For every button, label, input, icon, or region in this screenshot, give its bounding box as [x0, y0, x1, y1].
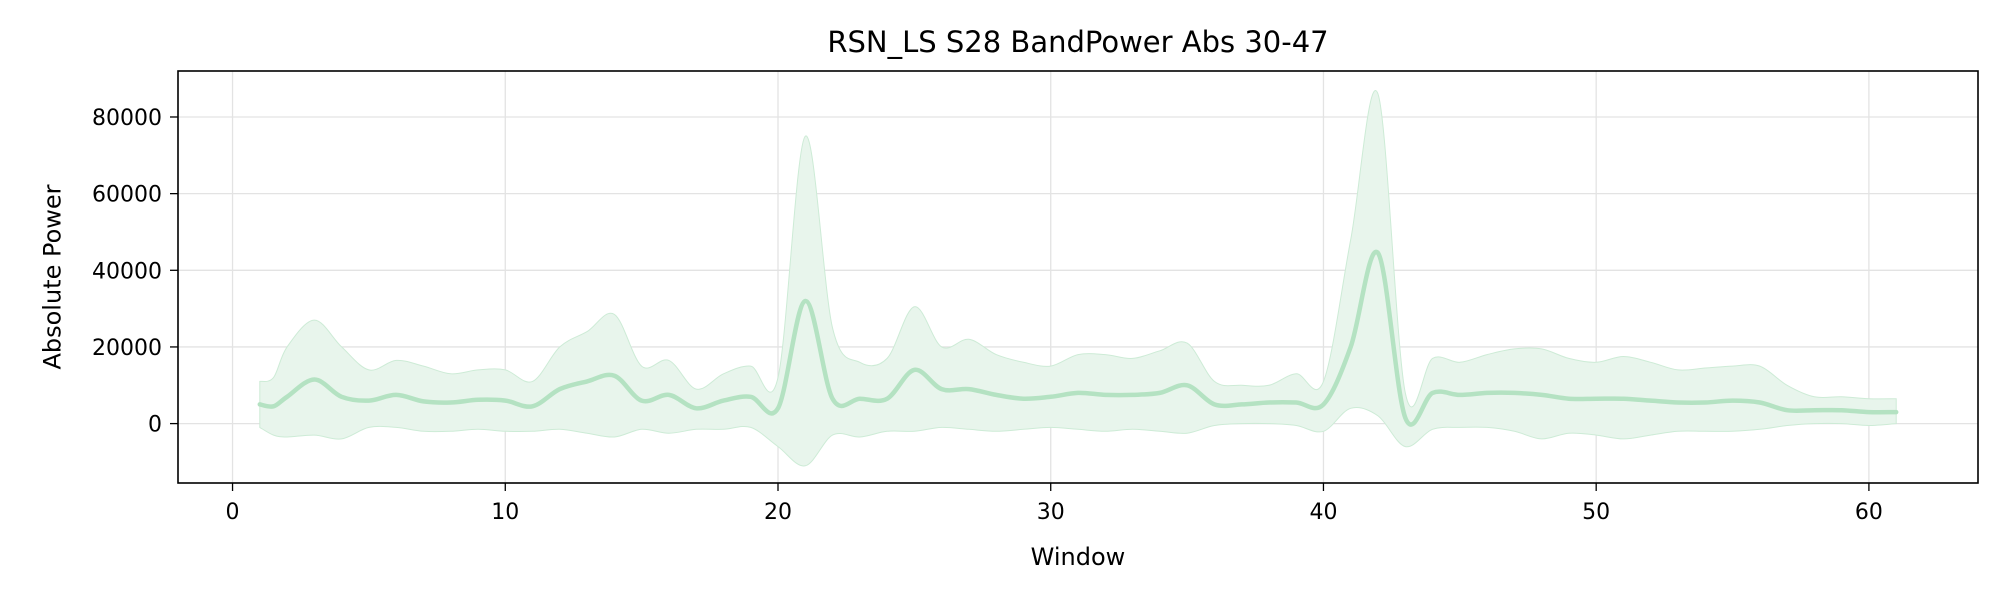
x-axis-title: Window — [1031, 543, 1126, 571]
series-line — [257, 249, 1899, 427]
grid — [178, 71, 1978, 483]
y-tick-label: 20000 — [92, 336, 162, 361]
chart-title: RSN_LS S28 BandPower Abs 30-47 — [827, 25, 1328, 59]
x-tick-label: 20 — [764, 500, 792, 525]
x-tick-label: 40 — [1309, 500, 1337, 525]
y-tick-label: 80000 — [92, 106, 162, 131]
x-tick-label: 0 — [226, 500, 240, 525]
y-axis-title: Absolute Power — [38, 184, 66, 369]
x-tick-label: 10 — [491, 500, 519, 525]
x-tick-label: 60 — [1855, 500, 1883, 525]
y-tick-label: 40000 — [92, 259, 162, 284]
band-area — [259, 90, 1897, 467]
plot-area-frame — [177, 70, 1979, 484]
x-tick-label: 50 — [1582, 500, 1610, 525]
x-axis-ticks: 0 10 20 30 40 50 60 — [226, 483, 1883, 525]
y-tick-label: 0 — [148, 413, 162, 438]
x-tick-label: 30 — [1037, 500, 1065, 525]
y-axis-ticks: 0 20000 40000 60000 80000 — [92, 106, 178, 438]
confidence-band — [259, 90, 1897, 467]
y-tick-label: 60000 — [92, 183, 162, 208]
series-line-layer — [257, 249, 1899, 427]
